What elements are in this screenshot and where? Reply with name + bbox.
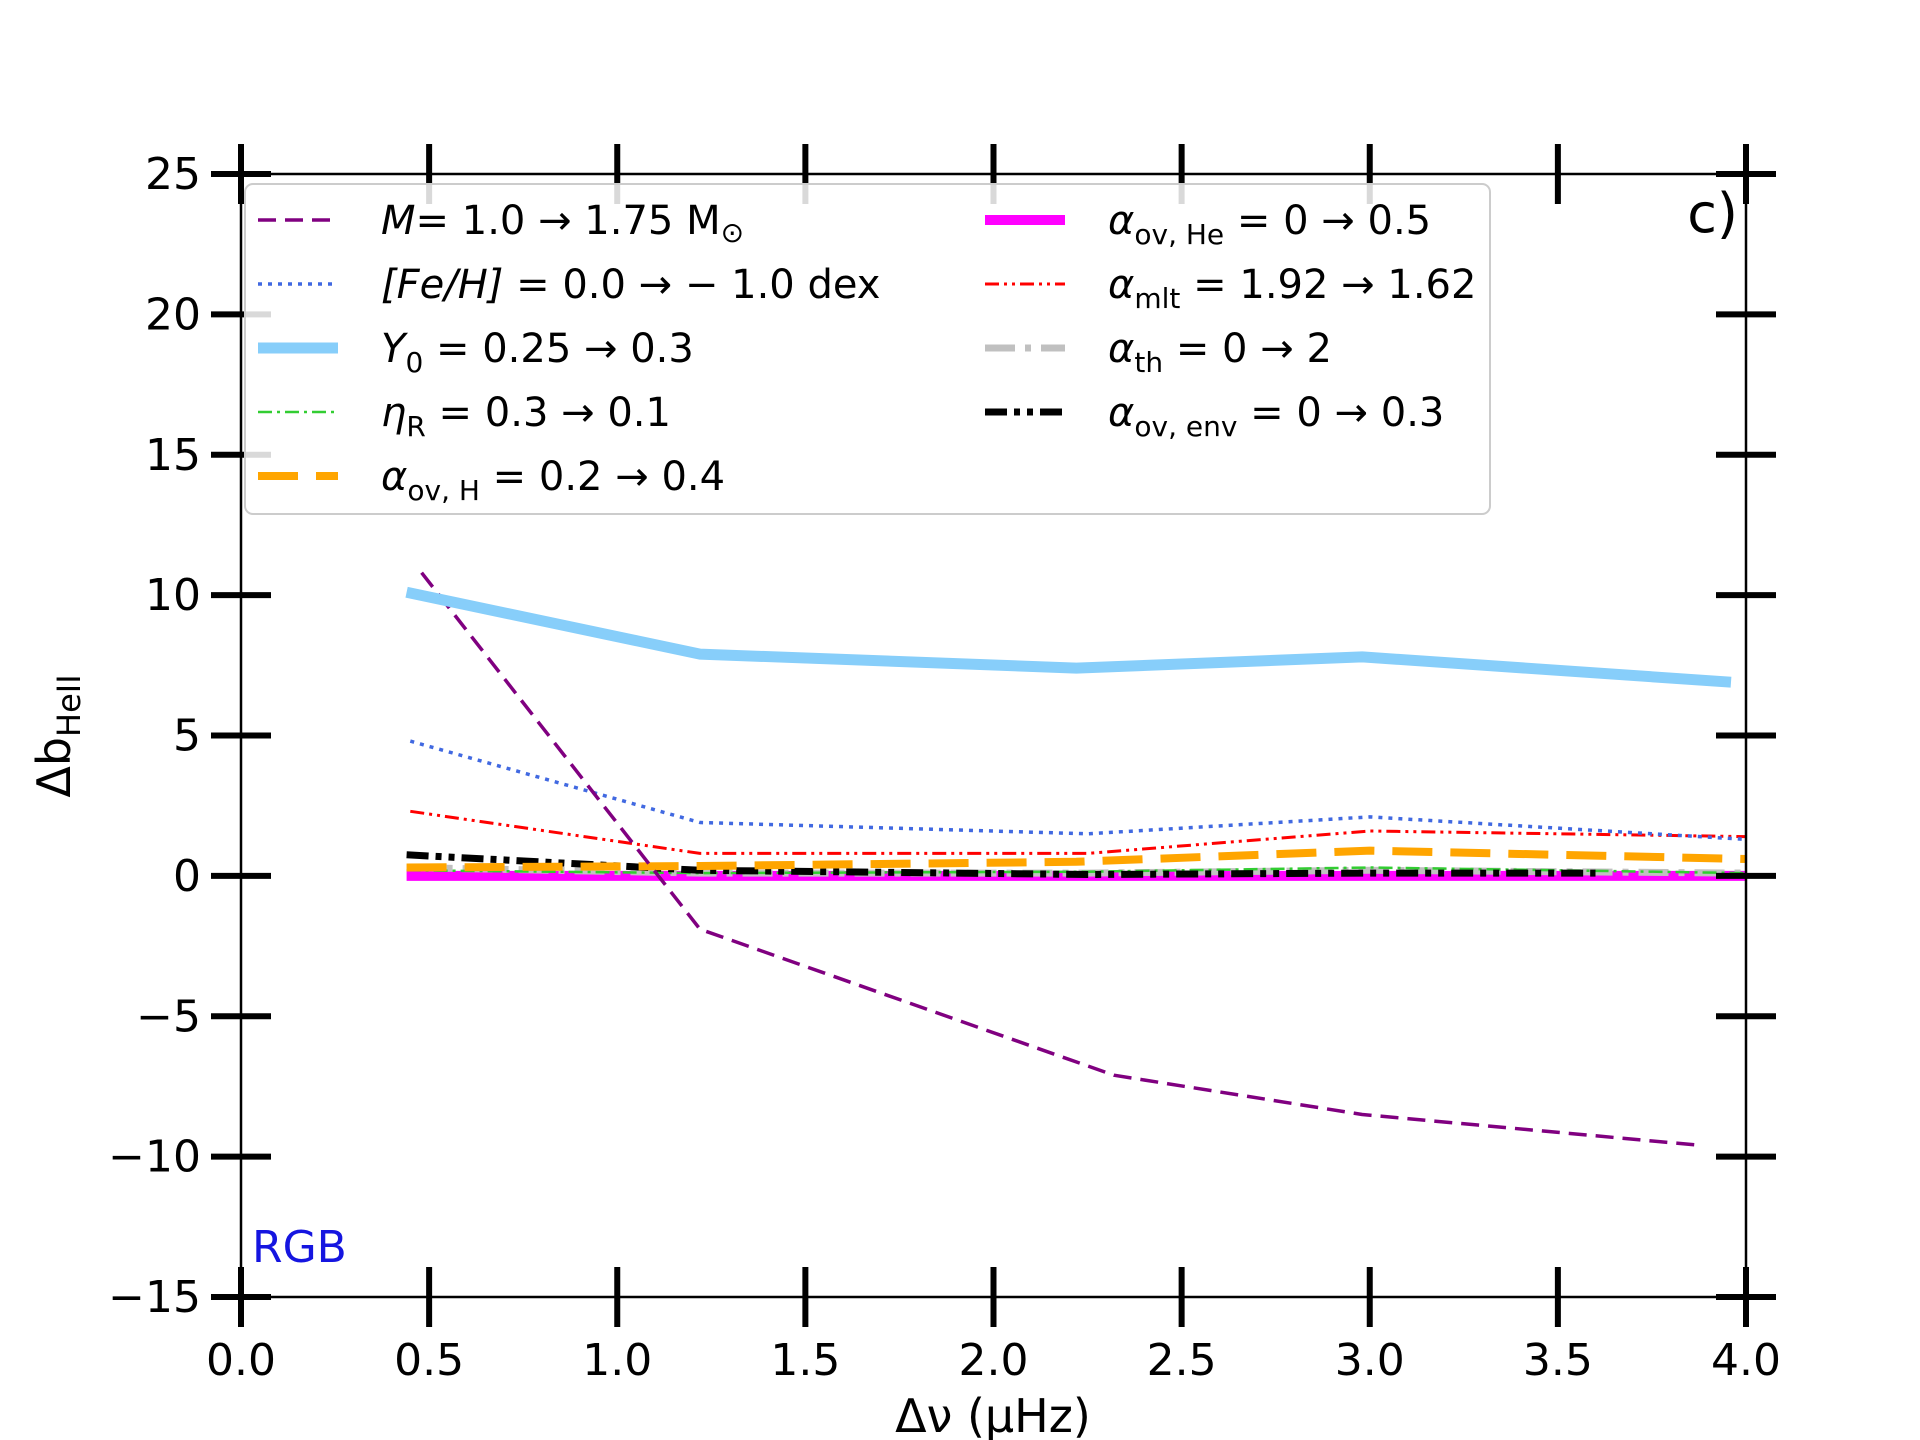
y-axis-title-main: Δb (27, 737, 81, 798)
y-tick-label: 20 (145, 289, 201, 340)
legend-symbol: α (1108, 198, 1134, 244)
series-line-mlt (410, 809, 1746, 855)
legend-label-ovHe: αov, He = 0 → 0.5 (1108, 198, 1431, 251)
legend-value: = 0 → 0.3 (1237, 390, 1444, 436)
legend-value: = 0 → 0.5 (1224, 198, 1431, 244)
y-tick-label: −15 (108, 1272, 201, 1323)
legend-subscript: th (1134, 346, 1163, 379)
legend-value: = 0.25 → 0.3 (423, 326, 694, 372)
y-axis-title: ΔbHeII (27, 674, 88, 797)
legend-value: = 1.92 → 1.62 (1180, 262, 1476, 308)
x-tick-label: 0.5 (394, 1335, 464, 1386)
legend-value: = 0.2 → 0.4 (480, 454, 725, 500)
legend-subscript: R (406, 410, 425, 443)
legend-symbol: η (381, 390, 406, 436)
series-line-feh (409, 739, 1746, 842)
y-tick-label: 15 (145, 430, 201, 481)
legend-symbol: α (1108, 262, 1134, 308)
legend-label-mlt: αmlt = 1.92 → 1.62 (1108, 262, 1476, 315)
series-line-ovH (406, 846, 1746, 872)
legend-value: = 0.3 → 0.1 (426, 390, 671, 436)
legend-label-feh: [Fe/H] = 0.0 → − 1.0 dex (381, 262, 880, 308)
x-tick-label: 4.0 (1711, 1335, 1781, 1386)
legend-value: = 0 → 2 (1163, 326, 1332, 372)
y-tick-label: −10 (108, 1132, 201, 1183)
x-tick-label: 2.5 (1147, 1335, 1217, 1386)
legend-symbol: [Fe/H] (381, 262, 503, 308)
legend-label-th: αth = 0 → 2 (1108, 326, 1332, 379)
panel-label: c) (1687, 182, 1738, 245)
y-axis-title-sub: HeII (50, 674, 88, 737)
legend-symbol: α (1108, 390, 1134, 436)
y-tick-label: 5 (173, 711, 201, 762)
x-tick-label: 0.0 (206, 1335, 276, 1386)
series-line-mass (420, 571, 1701, 1148)
y-tick-label: 0 (173, 851, 201, 902)
y-tick-label: 25 (145, 149, 201, 200)
legend-subscript: 0 (405, 346, 423, 379)
x-tick-label: 1.5 (770, 1335, 840, 1386)
legend-sun-symbol: ⊙ (721, 216, 744, 249)
rgb-annotation: RGB (252, 1222, 347, 1273)
legend-subscript: mlt (1134, 282, 1180, 315)
legend-label-ovenv: αov, env = 0 → 0.3 (1108, 390, 1444, 443)
y-tick-label: −5 (136, 991, 201, 1042)
legend-label-mass: M= 1.0 → 1.75 M⊙ (381, 198, 744, 249)
legend-symbol: M (381, 198, 416, 244)
legend-value: = 0.0 → − 1.0 dex (503, 262, 880, 308)
legend-subscript: ov, env (1134, 410, 1237, 443)
legend-subscript: ov, H (407, 474, 480, 507)
tick-layer: 0.0 0.5 1.0 1.5 2.0 2.5 3.0 3.5 4.0 −15 −10 −5 0 5 10 1… (108, 144, 1781, 1386)
series-layer (405, 571, 1746, 1148)
legend-label-y0: Y0 = 0.25 → 0.3 (381, 326, 694, 379)
x-tick-label: 3.0 (1335, 1335, 1405, 1386)
legend-subscript: ov, He (1134, 218, 1224, 251)
legend-value: = 1.0 → 1.75 M (416, 198, 721, 244)
x-tick-label: 3.5 (1523, 1335, 1593, 1386)
legend-symbol: α (1108, 326, 1134, 372)
legend-symbol: α (381, 454, 407, 500)
legend-box (244, 183, 1491, 515)
legend: M= 1.0 → 1.75 M⊙ [Fe/H] = 0.0 → − 1.0 dex… (244, 183, 1491, 515)
x-tick-label: 2.0 (959, 1335, 1029, 1386)
x-axis-title: Δν (μHz) (895, 1389, 1091, 1440)
y-tick-label: 10 (145, 570, 201, 621)
x-tick-label: 1.0 (582, 1335, 652, 1386)
legend-label-ovH: αov, H = 0.2 → 0.4 (381, 454, 725, 507)
legend-label-eta: ηR = 0.3 → 0.1 (381, 390, 671, 443)
series-line-y0 (405, 586, 1732, 688)
legend-symbol: Y (381, 326, 409, 372)
